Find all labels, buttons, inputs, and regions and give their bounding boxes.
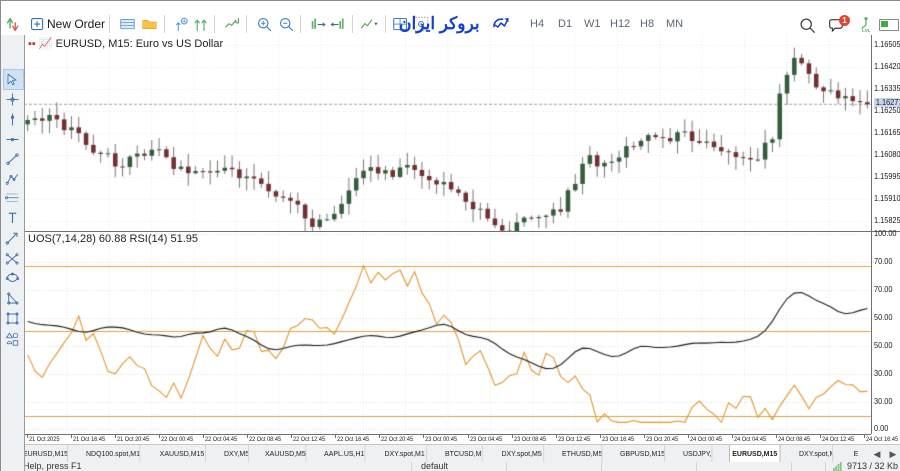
svg-text:LVL: LVL bbox=[862, 28, 871, 33]
